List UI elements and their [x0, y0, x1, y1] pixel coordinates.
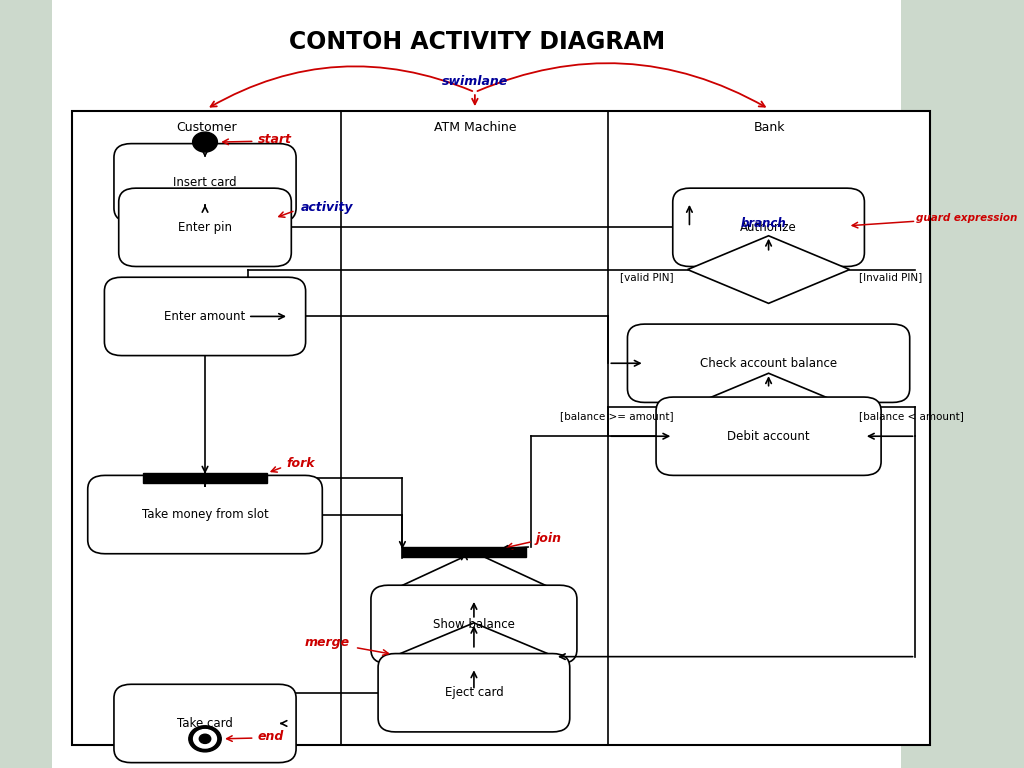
Text: Debit account: Debit account	[727, 430, 810, 442]
Polygon shape	[687, 373, 850, 441]
FancyBboxPatch shape	[119, 188, 291, 266]
Bar	[52, 0, 901, 768]
Text: [valid PIN]: [valid PIN]	[620, 272, 673, 283]
Text: Take money from slot: Take money from slot	[141, 508, 268, 521]
Text: Enter pin: Enter pin	[178, 221, 232, 233]
Bar	[402, 547, 526, 558]
Polygon shape	[401, 552, 547, 620]
Text: Enter amount: Enter amount	[165, 310, 246, 323]
Circle shape	[188, 726, 221, 752]
FancyBboxPatch shape	[104, 277, 305, 356]
Text: guard expression: guard expression	[916, 213, 1018, 223]
FancyBboxPatch shape	[114, 144, 296, 222]
Text: activity: activity	[300, 201, 353, 214]
Text: Bank: Bank	[754, 121, 784, 134]
Bar	[143, 472, 267, 483]
Circle shape	[193, 132, 217, 152]
Text: [balance >= amount]: [balance >= amount]	[559, 411, 673, 422]
Circle shape	[194, 730, 216, 748]
Text: Insert card: Insert card	[173, 177, 237, 189]
Text: join: join	[536, 532, 562, 545]
Text: Take card: Take card	[177, 717, 232, 730]
Text: branch: branch	[741, 217, 786, 230]
FancyBboxPatch shape	[371, 585, 577, 664]
Text: swimlane: swimlane	[441, 75, 508, 88]
Text: end: end	[257, 730, 284, 743]
FancyBboxPatch shape	[88, 475, 323, 554]
Text: Eject card: Eject card	[444, 687, 504, 699]
Text: ATM Machine: ATM Machine	[433, 121, 516, 134]
Bar	[72, 111, 930, 745]
Text: Customer: Customer	[176, 121, 237, 134]
FancyBboxPatch shape	[656, 397, 881, 475]
Text: start: start	[257, 134, 292, 146]
Text: merge: merge	[305, 637, 350, 649]
Polygon shape	[687, 236, 850, 303]
Text: fork: fork	[286, 458, 314, 470]
FancyBboxPatch shape	[673, 188, 864, 266]
Text: [balance < amount]: [balance < amount]	[859, 411, 964, 422]
FancyBboxPatch shape	[114, 684, 296, 763]
Polygon shape	[393, 623, 555, 690]
Circle shape	[200, 734, 211, 743]
FancyBboxPatch shape	[628, 324, 909, 402]
Text: CONTOH ACTIVITY DIAGRAM: CONTOH ACTIVITY DIAGRAM	[289, 30, 665, 55]
Text: Show balance: Show balance	[433, 618, 515, 631]
Text: Check account balance: Check account balance	[700, 357, 838, 369]
Text: [Invalid PIN]: [Invalid PIN]	[859, 272, 923, 283]
Text: Authorize: Authorize	[740, 221, 797, 233]
FancyBboxPatch shape	[378, 654, 569, 732]
